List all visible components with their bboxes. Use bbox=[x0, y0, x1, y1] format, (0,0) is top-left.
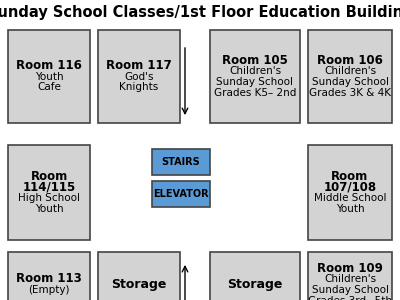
Bar bbox=[8, 145, 90, 240]
Text: Youth: Youth bbox=[35, 71, 63, 82]
Text: High School: High School bbox=[18, 193, 80, 203]
Bar bbox=[210, 252, 300, 300]
Text: (Empty): (Empty) bbox=[28, 285, 70, 295]
Text: Knights: Knights bbox=[119, 82, 159, 92]
Text: Storage: Storage bbox=[227, 278, 283, 291]
Text: Grades 3rd– 5th: Grades 3rd– 5th bbox=[308, 296, 392, 300]
Text: Room 109: Room 109 bbox=[317, 262, 383, 275]
Text: STAIRS: STAIRS bbox=[162, 157, 200, 167]
Text: Middle School: Middle School bbox=[314, 193, 386, 203]
Text: ELEVATOR: ELEVATOR bbox=[153, 189, 209, 199]
Bar bbox=[98, 30, 180, 123]
Text: Storage: Storage bbox=[111, 278, 167, 291]
Bar bbox=[308, 252, 392, 300]
Text: 114/115: 114/115 bbox=[22, 181, 76, 194]
Text: Sunday School: Sunday School bbox=[312, 77, 388, 87]
Text: Sunday School: Sunday School bbox=[216, 77, 294, 87]
Text: Room 105: Room 105 bbox=[222, 53, 288, 67]
Bar bbox=[8, 252, 90, 300]
Text: Room 116: Room 116 bbox=[16, 59, 82, 72]
Bar bbox=[152, 149, 210, 175]
Bar bbox=[210, 30, 300, 123]
Text: Children's: Children's bbox=[324, 66, 376, 76]
Text: Youth: Youth bbox=[35, 204, 63, 214]
Text: Room: Room bbox=[30, 169, 68, 182]
Text: Sunday School: Sunday School bbox=[312, 285, 388, 295]
Bar bbox=[308, 145, 392, 240]
Text: Cafe: Cafe bbox=[37, 82, 61, 92]
Bar bbox=[98, 252, 180, 300]
Text: Room 113: Room 113 bbox=[16, 272, 82, 286]
Bar bbox=[152, 181, 210, 207]
Text: Room 106: Room 106 bbox=[317, 53, 383, 67]
Text: God's: God's bbox=[124, 71, 154, 82]
Text: Sunday School Classes/1st Floor Education Building: Sunday School Classes/1st Floor Educatio… bbox=[0, 5, 400, 20]
Text: Room 117: Room 117 bbox=[106, 59, 172, 72]
Bar bbox=[308, 30, 392, 123]
Bar bbox=[8, 30, 90, 123]
Text: Grades 3K & 4K: Grades 3K & 4K bbox=[309, 88, 391, 98]
Text: Room: Room bbox=[331, 169, 369, 182]
Text: Grades K5– 2nd: Grades K5– 2nd bbox=[214, 88, 296, 98]
Text: Youth: Youth bbox=[336, 204, 364, 214]
Text: Children's: Children's bbox=[324, 274, 376, 284]
Text: 107/108: 107/108 bbox=[324, 181, 376, 194]
Text: Children's: Children's bbox=[229, 66, 281, 76]
